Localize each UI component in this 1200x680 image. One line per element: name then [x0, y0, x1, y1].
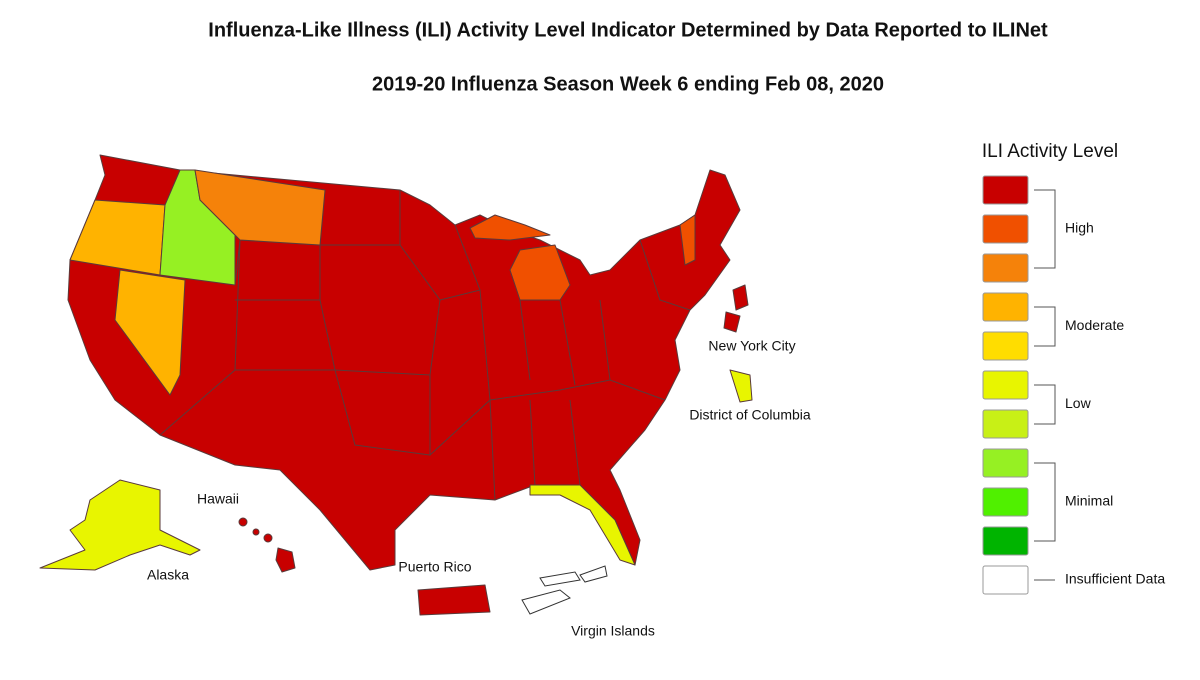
florida [529, 484, 636, 566]
map-label: Puerto Rico [398, 559, 471, 575]
legend-swatch [982, 331, 1029, 361]
legend-label: Insufficient Data [1065, 571, 1165, 587]
map-label: New York City [708, 338, 795, 354]
legend-label: Low [1065, 395, 1092, 411]
legend-swatch [982, 175, 1029, 205]
legend-label: Minimal [1065, 493, 1113, 509]
legend: ILI Activity Level High Moderate Low Minima… [982, 141, 1165, 595]
legend-bracket [1034, 384, 1056, 425]
legend-swatch [982, 253, 1029, 283]
michigan [509, 244, 571, 301]
legend-swatch [982, 487, 1029, 517]
legend-bracket [1034, 462, 1056, 542]
virgin-islands [521, 565, 608, 615]
title: Influenza-Like Illness (ILI) Activity Le… [208, 19, 1048, 41]
map-label: Virgin Islands [571, 623, 655, 639]
legend-label: High [1065, 220, 1094, 236]
map-label: District of Columbia [689, 407, 811, 423]
district-of-columbia [729, 369, 753, 403]
legend-swatch [982, 370, 1029, 400]
new-york-city [723, 284, 749, 333]
legend-bracket [1034, 306, 1056, 347]
legend-swatch [982, 448, 1029, 478]
michigan-up [469, 214, 551, 241]
puerto-rico [417, 584, 491, 616]
legend-swatch [982, 526, 1029, 556]
map-label: Alaska [147, 567, 189, 583]
mainland [67, 154, 741, 571]
legend-title: ILI Activity Level [982, 141, 1118, 162]
legend-swatch [982, 214, 1029, 244]
map-label: Hawaii [197, 491, 239, 507]
new-hampshire [679, 214, 696, 266]
legend-label: Moderate [1065, 317, 1124, 333]
hawaii [238, 517, 296, 573]
us-map [67, 154, 741, 571]
nevada [114, 269, 186, 396]
legend-swatch [982, 409, 1029, 439]
legend-swatch [982, 565, 1029, 595]
alaska [39, 479, 201, 571]
legend-swatch [982, 292, 1029, 322]
subtitle: 2019-20 Influenza Season Week 6 ending F… [372, 73, 884, 95]
legend-bracket [1034, 189, 1056, 269]
montana [194, 169, 326, 246]
